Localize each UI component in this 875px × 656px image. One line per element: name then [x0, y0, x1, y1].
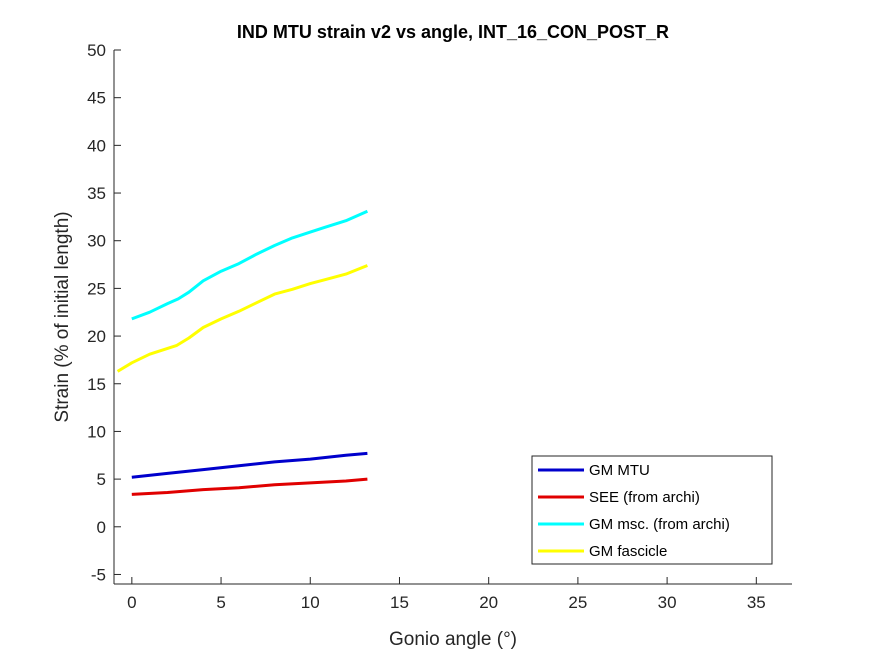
y-tick-label: 0: [97, 518, 106, 537]
legend-entry: GM fascicle: [589, 543, 667, 560]
y-tick-label: 15: [87, 375, 106, 394]
y-tick-label: 30: [87, 232, 106, 251]
series-line-gm-mtu: [131, 451, 368, 479]
y-tick-label: 25: [87, 279, 106, 298]
legend-entry: GM MTU: [589, 462, 650, 479]
series-line-see-from-archi: [131, 477, 368, 496]
legend-entry: GM msc. (from archi): [589, 516, 730, 533]
x-tick-label: 30: [658, 593, 677, 612]
legend: GM MTU SEE (from archi) GM msc. (from arch…: [531, 455, 773, 565]
legend-entry: SEE (from archi): [589, 489, 700, 506]
y-tick-label: 45: [87, 89, 106, 108]
y-tick-label: 35: [87, 184, 106, 203]
chart-title: IND MTU strain v2 vs angle, INT_16_CON_P…: [237, 22, 669, 42]
x-tick-label: 35: [747, 593, 766, 612]
y-tick-label: 50: [87, 41, 106, 60]
y-tick-label: -5: [91, 565, 106, 584]
x-tick-label: 10: [301, 593, 320, 612]
series-line-gm-fascicle: [116, 264, 368, 373]
y-tick-label: 5: [97, 470, 106, 489]
axes: 0 5 10 15 20 25 30 35 -5 0 5 10 15 20 25 30 35 40 45 50: [87, 41, 792, 612]
x-tick-label: 20: [479, 593, 498, 612]
x-tick-label: 0: [127, 593, 136, 612]
x-tick-label: 25: [568, 593, 587, 612]
y-tick-label: 40: [87, 136, 106, 155]
series-line-gm-msc-from-archi: [131, 209, 369, 321]
x-tick-label: 15: [390, 593, 409, 612]
y-tick-label: 20: [87, 327, 106, 346]
x-axis-label: Gonio angle (°): [389, 629, 517, 650]
y-tick-label: 10: [87, 422, 106, 441]
legend-box: [531, 455, 773, 565]
y-axis-label: Strain (% of initial length): [52, 211, 73, 422]
x-tick-label: 5: [216, 593, 225, 612]
series-lines: [116, 209, 369, 496]
